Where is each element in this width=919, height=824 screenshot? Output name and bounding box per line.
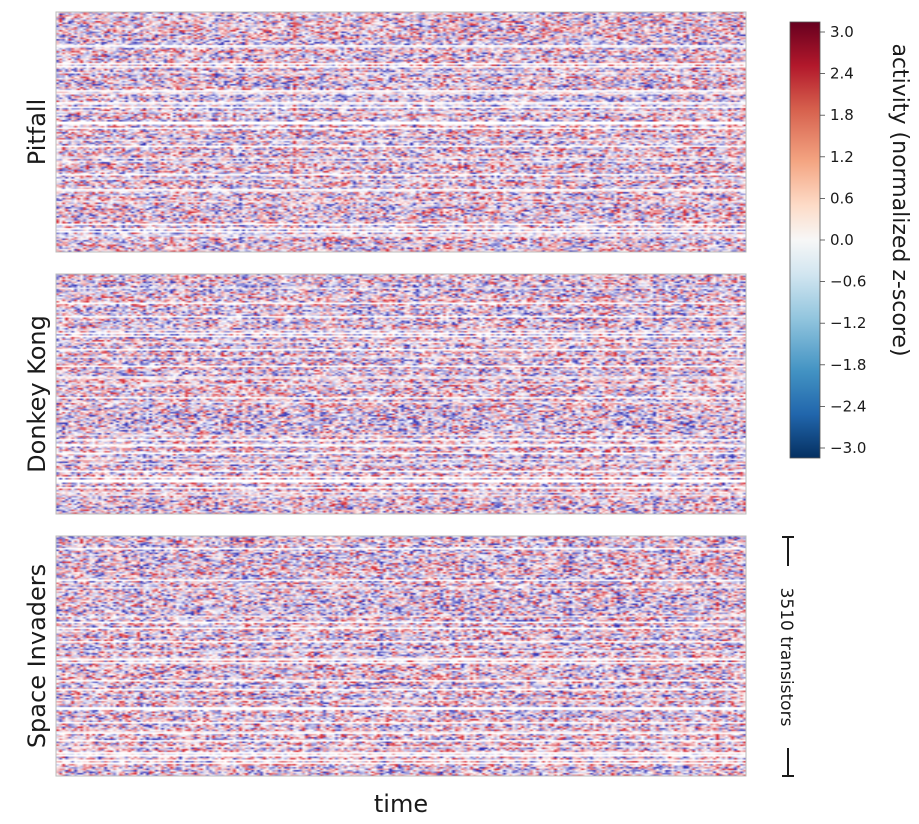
colorbar-tick-label: 1.2	[830, 148, 854, 166]
colorbar-tick-label: 2.4	[830, 65, 854, 83]
heatmap-cells-pitfall	[56, 12, 746, 252]
heatmap-frame-pitfall	[55, 11, 747, 253]
scale-bar-label: 3510 transistors	[776, 588, 796, 727]
heatmap-cells-donkey-kong	[56, 274, 746, 514]
heatmap-frame-space-invaders	[55, 535, 747, 777]
panel-label-donkey-kong: Donkey Kong	[23, 315, 51, 473]
heatmap-cells-space-invaders	[56, 536, 746, 776]
colorbar-gradient	[789, 21, 821, 459]
heatmap-image	[56, 536, 746, 776]
colorbar-tick-label: −3.0	[830, 439, 866, 457]
colorbar-tick-label: 1.8	[830, 106, 854, 124]
colorbar-tick-label: 0.6	[830, 189, 854, 207]
colorbar-tick-label: −1.8	[830, 356, 866, 374]
colorbar-tick-label: 0.0	[830, 231, 854, 249]
colorbar-tick-label: 3.0	[830, 23, 854, 41]
colorbar-tick-label: −1.2	[830, 314, 866, 332]
colorbar-ticks: 3.0 2.4 1.8 1.2 0.6 0.0 −0.6 −1.2 −1.8 −2.4 −3.0	[820, 23, 866, 457]
heatmap-panel-space-invaders	[55, 535, 747, 777]
scale-bar-label-gap	[779, 566, 797, 748]
heatmap-panel-donkey-kong	[55, 273, 747, 515]
colorbar-tick-label: −2.4	[830, 397, 866, 415]
panel-label-space-invaders: Space Invaders	[23, 564, 51, 748]
panel-label-pitfall: Pitfall	[23, 99, 51, 166]
colorbar: 3.0 2.4 1.8 1.2 0.6 0.0 −0.6 −1.2 −1.8 −2.4 −3.0 a…	[789, 21, 912, 459]
heatmap-image	[56, 12, 746, 252]
heatmap-panel-pitfall	[55, 11, 747, 253]
colorbar-tick-label: −0.6	[830, 273, 866, 291]
x-axis-label: time	[374, 790, 428, 818]
heatmap-image	[56, 274, 746, 514]
scale-bar: 3510 transistors	[776, 536, 797, 777]
heatmap-frame-donkey-kong	[55, 273, 747, 515]
colorbar-label: activity (normalized z-score)	[887, 43, 912, 356]
